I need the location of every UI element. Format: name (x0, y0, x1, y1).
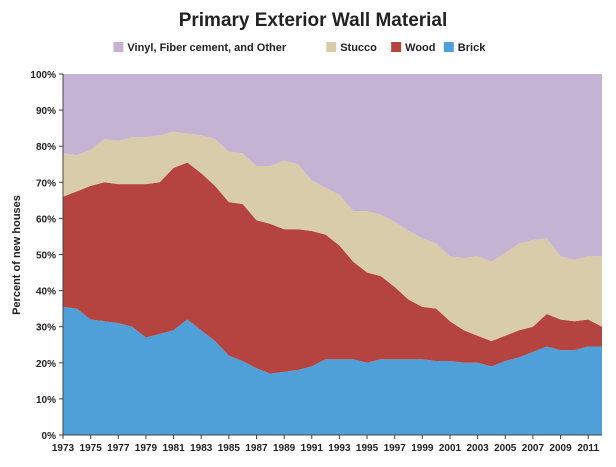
y-tick-label: 30% (36, 323, 56, 334)
y-tick-label: 20% (36, 359, 56, 370)
chart-title: Primary Exterior Wall Material (179, 10, 448, 31)
x-tick-label: 1977 (107, 443, 130, 454)
x-tick-label: 1987 (245, 443, 268, 454)
area-stucco (63, 131, 602, 342)
area-brick (63, 306, 602, 435)
x-tick-label: 2003 (466, 443, 489, 454)
x-tick-label: 1975 (80, 443, 103, 454)
legend-swatch-stucco (326, 42, 337, 52)
x-tick-label: 1995 (356, 443, 379, 454)
plot-area: 0% 10% 20% 30% 40% 50% 60% 70% 80% 90% 100% 1973 197… (30, 70, 602, 454)
x-tick-label: 1983 (190, 443, 213, 454)
legend-label-brick: Brick (458, 42, 486, 54)
y-tick-label: 100% (30, 70, 56, 81)
y-tick-label: 50% (36, 251, 56, 262)
x-tick-label: 1991 (301, 443, 324, 454)
area-wood (63, 162, 602, 374)
legend-swatch-wood (391, 42, 402, 52)
x-tick-label: 2009 (549, 443, 572, 454)
x-tick-label: 1979 (135, 443, 158, 454)
x-tick-label: 1993 (328, 443, 351, 454)
legend-label-wood: Wood (405, 42, 435, 54)
y-tick-label: 90% (36, 106, 56, 117)
y-tick-label: 60% (36, 214, 56, 225)
x-tick-label: 2001 (439, 443, 462, 454)
x-tick-label: 1997 (384, 443, 407, 454)
x-tick-label: 2007 (522, 443, 545, 454)
y-tick-label: 0% (42, 431, 57, 442)
x-tick-label: 1985 (218, 443, 241, 454)
legend-swatch-vinyl-fiber-cement-and-other (113, 42, 124, 52)
legend: Vinyl, Fiber cement, and Other Stucco Wood… (113, 42, 486, 54)
legend-label-vinyl-fiber-cement-and-other: Vinyl, Fiber cement, and Other (127, 42, 286, 54)
y-tick-label: 40% (36, 287, 56, 298)
y-tick-label: 70% (36, 178, 56, 189)
legend-swatch-brick (443, 42, 454, 52)
y-tick-label: 80% (36, 142, 56, 153)
x-tick-label: 1989 (273, 443, 296, 454)
x-tick-label: 1973 (52, 443, 75, 454)
y-tick-label: 10% (36, 395, 56, 406)
legend-label-stucco: Stucco (340, 42, 377, 54)
x-tick-label: 1981 (162, 443, 185, 454)
x-tick-label: 2011 (577, 443, 599, 454)
x-tick-label: 1999 (411, 443, 434, 454)
x-tick-label: 2005 (494, 443, 517, 454)
area-vinyl-fiber-cement-and-other (63, 74, 602, 262)
y-axis-label: Percent of new houses (11, 195, 23, 315)
